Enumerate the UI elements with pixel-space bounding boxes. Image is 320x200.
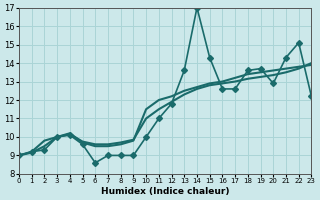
X-axis label: Humidex (Indice chaleur): Humidex (Indice chaleur) (101, 187, 229, 196)
